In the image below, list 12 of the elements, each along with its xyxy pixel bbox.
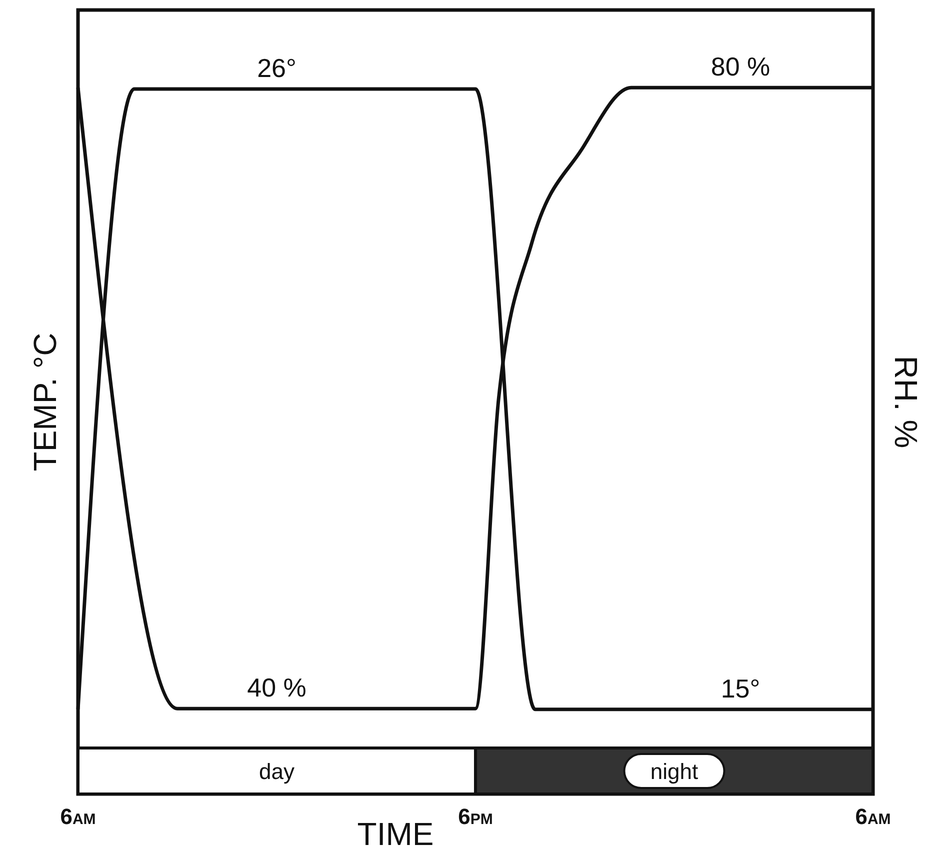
data-label: 26° (257, 52, 296, 83)
band-label: day (259, 759, 294, 784)
x-tick-label: 6am (855, 804, 891, 829)
band-label: night (650, 759, 698, 784)
x-tick-label: 6pm (458, 804, 493, 829)
x-tick-label: 6am (60, 804, 96, 829)
data-label: 15° (720, 673, 760, 704)
data-label: 40 % (247, 672, 306, 703)
y-axis-title: TEMP. °C (27, 332, 63, 472)
y2-axis-title: RH. % (888, 356, 924, 448)
data-label: 80 % (710, 52, 770, 82)
x-axis-title: TIME (357, 816, 434, 852)
